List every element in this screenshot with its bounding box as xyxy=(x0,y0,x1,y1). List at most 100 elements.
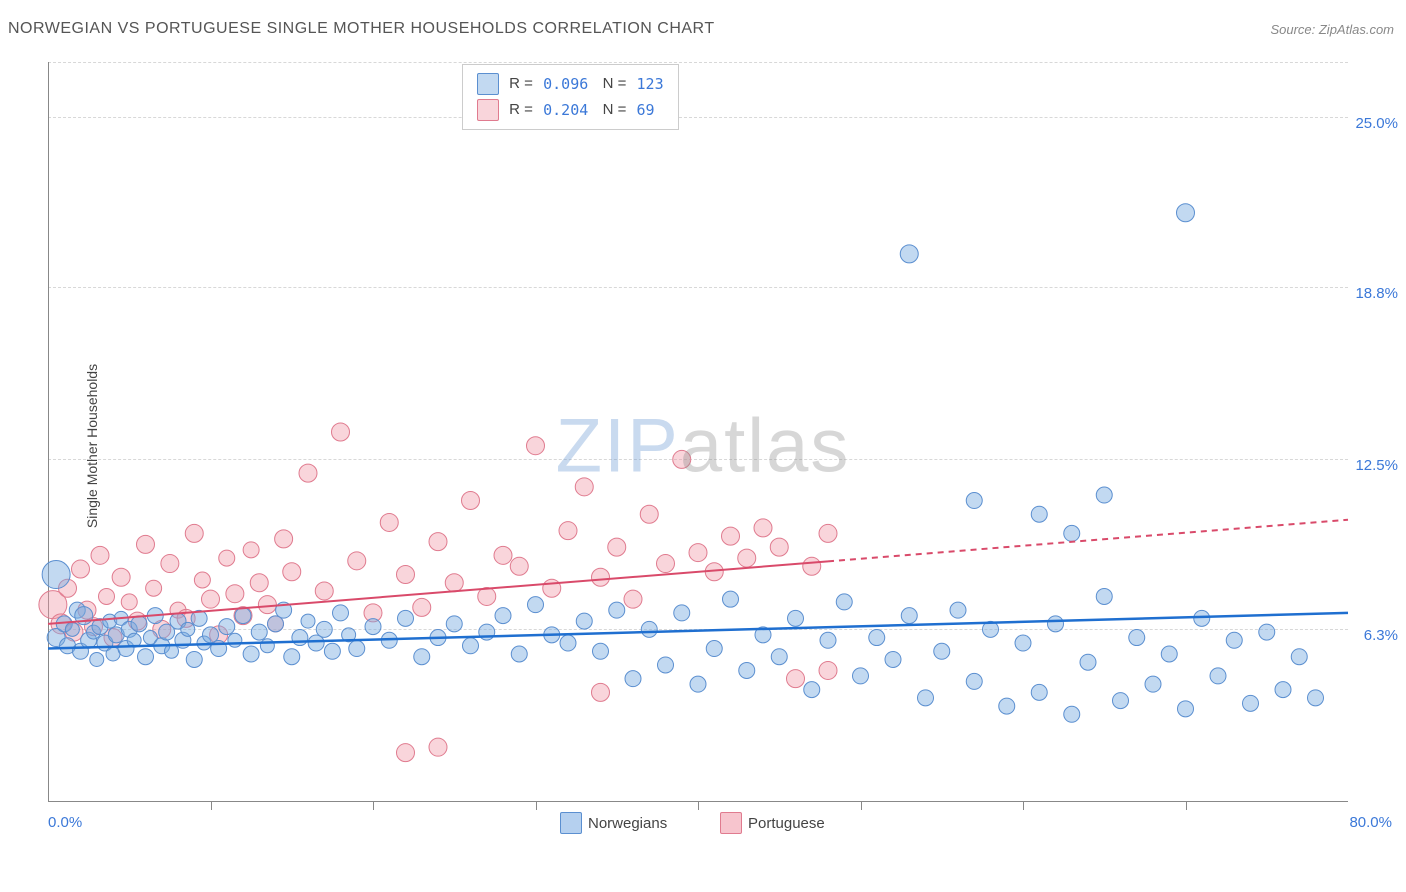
data-point xyxy=(869,630,885,646)
data-point xyxy=(689,544,707,562)
data-point xyxy=(739,662,755,678)
data-point xyxy=(771,649,787,665)
bottom-legend-portuguese: Portuguese xyxy=(720,812,825,834)
data-point xyxy=(819,661,837,679)
data-point xyxy=(1048,616,1064,632)
data-point xyxy=(301,614,315,628)
data-point xyxy=(1226,632,1242,648)
data-point xyxy=(1177,204,1195,222)
data-point xyxy=(495,608,511,624)
correlation-legend-box: R = 0.096 N = 123 R = 0.204 N = 69 xyxy=(462,64,679,130)
data-point xyxy=(1015,635,1031,651)
bottom-legend-label-portuguese: Portuguese xyxy=(748,815,825,832)
data-point xyxy=(260,639,274,653)
data-point xyxy=(146,580,162,596)
data-point xyxy=(1243,695,1259,711)
data-point xyxy=(42,561,70,589)
bottom-legend-norwegians: Norwegians xyxy=(560,812,667,834)
x-tick-mark xyxy=(373,802,374,810)
data-point xyxy=(559,522,577,540)
data-point xyxy=(1178,701,1194,717)
data-point xyxy=(803,557,821,575)
data-point xyxy=(592,568,610,586)
data-point xyxy=(528,597,544,613)
data-point xyxy=(609,602,625,618)
y-tick-label: 18.8% xyxy=(1355,285,1398,302)
data-point xyxy=(885,651,901,667)
data-point xyxy=(284,649,300,665)
data-point xyxy=(72,560,90,578)
data-point xyxy=(1161,646,1177,662)
data-point xyxy=(1113,693,1129,709)
data-point xyxy=(1210,668,1226,684)
data-point xyxy=(1064,525,1080,541)
x-axis-min-label: 0.0% xyxy=(48,814,82,831)
data-point xyxy=(1194,610,1210,626)
data-point xyxy=(706,641,722,657)
bottom-legend-label-norwegians: Norwegians xyxy=(588,815,667,832)
legend-row-norwegians: R = 0.096 N = 123 xyxy=(477,71,664,97)
data-point xyxy=(463,638,479,654)
data-point xyxy=(316,621,332,637)
data-point xyxy=(657,555,675,573)
data-point xyxy=(91,546,109,564)
data-point xyxy=(1031,684,1047,700)
data-point xyxy=(510,557,528,575)
y-tick-label: 6.3% xyxy=(1364,627,1398,644)
data-point xyxy=(194,572,210,588)
bottom-swatch-norwegians xyxy=(560,812,582,834)
data-point xyxy=(186,651,202,667)
data-point xyxy=(292,630,308,646)
legend-r-label: R = xyxy=(505,71,537,97)
data-point xyxy=(181,622,195,636)
data-point xyxy=(275,530,293,548)
data-point xyxy=(820,632,836,648)
y-tick-label: 12.5% xyxy=(1355,457,1398,474)
x-tick-mark xyxy=(536,802,537,810)
x-tick-mark xyxy=(1023,802,1024,810)
legend-swatch-norwegians xyxy=(477,73,499,95)
data-point xyxy=(112,568,130,586)
data-point xyxy=(65,622,79,636)
data-point xyxy=(836,594,852,610)
data-point xyxy=(593,643,609,659)
data-point xyxy=(429,738,447,756)
data-point xyxy=(397,744,415,762)
data-point xyxy=(250,574,268,592)
data-point xyxy=(365,619,381,635)
data-point xyxy=(575,478,593,496)
data-point xyxy=(673,450,691,468)
data-point xyxy=(640,505,658,523)
data-point xyxy=(804,682,820,698)
data-point xyxy=(560,635,576,651)
scatter-plot-svg xyxy=(48,62,1348,802)
data-point xyxy=(161,555,179,573)
data-point xyxy=(243,542,259,558)
source-attribution: Source: ZipAtlas.com xyxy=(1270,22,1394,37)
legend-r-value-norwegians: 0.096 xyxy=(543,71,588,97)
data-point xyxy=(624,590,642,608)
data-point xyxy=(1096,588,1112,604)
data-point xyxy=(950,602,966,618)
chart-container: NORWEGIAN VS PORTUGUESE SINGLE MOTHER HO… xyxy=(0,0,1406,892)
data-point xyxy=(592,683,610,701)
x-tick-mark xyxy=(698,802,699,810)
data-point xyxy=(494,546,512,564)
data-point xyxy=(754,519,772,537)
x-tick-mark xyxy=(861,802,862,810)
chart-title: NORWEGIAN VS PORTUGUESE SINGLE MOTHER HO… xyxy=(8,20,715,38)
data-point xyxy=(901,608,917,624)
data-point xyxy=(511,646,527,662)
data-point xyxy=(185,524,203,542)
data-point xyxy=(131,616,147,632)
data-point xyxy=(787,670,805,688)
data-point xyxy=(251,624,267,640)
data-point xyxy=(121,594,137,610)
legend-row-portuguese: R = 0.204 N = 69 xyxy=(477,97,664,123)
data-point xyxy=(226,585,244,603)
data-point xyxy=(299,464,317,482)
data-point xyxy=(333,605,349,621)
y-tick-label: 25.0% xyxy=(1355,115,1398,132)
data-point xyxy=(446,616,462,632)
data-point xyxy=(543,579,561,597)
